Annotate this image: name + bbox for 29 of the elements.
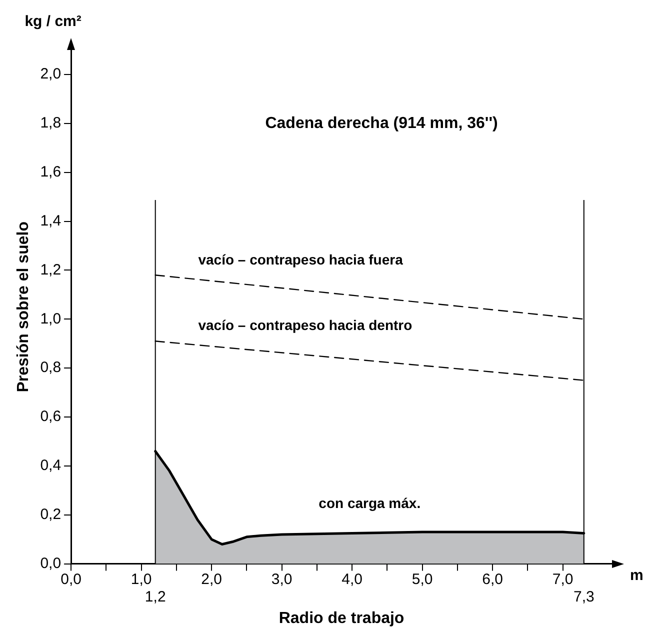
y-tick-label: 1,0 [40, 310, 62, 328]
x-tick-label: 0,0 [60, 570, 82, 588]
y-tick-label: 1,4 [40, 212, 62, 230]
x-tick-label: 4,0 [342, 570, 362, 588]
x-tick-label: 7,0 [552, 570, 574, 588]
x-axis-title: Radio de trabajo [278, 610, 404, 627]
y-tick-label: 0,6 [40, 408, 62, 426]
y-axis-title: Presión sobre el suelo [15, 221, 32, 392]
y-tick-label: 0,8 [40, 359, 62, 376]
series-label: vacío – contrapeso hacia dentro [198, 316, 412, 333]
x-tick-label: 5,0 [412, 570, 433, 588]
y-tick-label: 0,0 [40, 554, 62, 572]
text: m [630, 566, 644, 584]
y-tick-label: 1,6 [40, 163, 62, 180]
ref-line-label: 1,2 [144, 588, 166, 606]
text: kg / cm² [24, 13, 82, 30]
y-tick-label: 0,2 [40, 506, 62, 524]
y-tick-label: 0,4 [40, 457, 62, 474]
y-tick-label: 2,0 [40, 66, 62, 83]
y-tick-label: 1,8 [40, 114, 62, 132]
ref-line-label: 7,3 [573, 588, 594, 606]
series-label: vacío – contrapeso hacia fuera [198, 251, 404, 268]
x-tick-label: 3,0 [271, 570, 292, 588]
x-tick-label: 1,0 [130, 570, 152, 588]
x-tick-label: 6,0 [482, 570, 503, 588]
series-label: con carga máx. [318, 494, 421, 511]
y-tick-label: 1,2 [40, 261, 62, 278]
x-tick-label: 2,0 [201, 570, 222, 588]
text: Cadena derecha (914 mm, 36'') [265, 114, 498, 132]
